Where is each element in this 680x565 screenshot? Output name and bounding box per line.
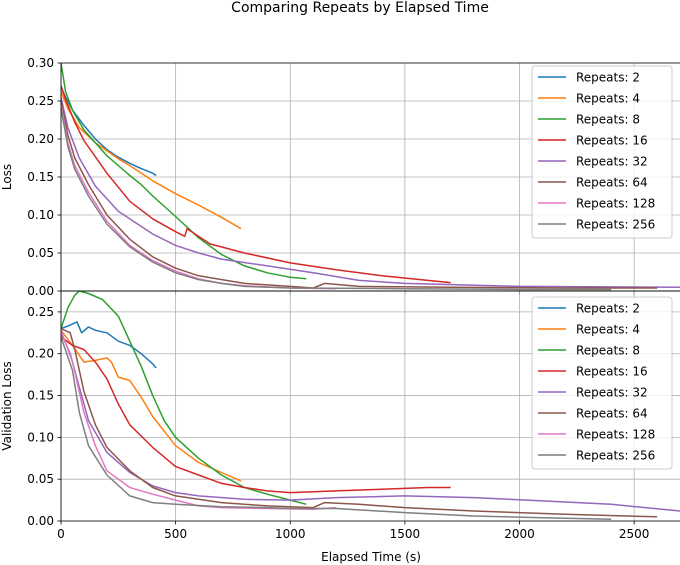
- x-tick-label: 2000: [504, 527, 535, 541]
- series-line-repeats-16: [61, 85, 451, 284]
- y-tick-label: 0.20: [27, 132, 54, 146]
- x-tick-label: 1500: [390, 527, 421, 541]
- x-tick-label: 2500: [619, 527, 650, 541]
- legend-label-repeats-128: Repeats: 128: [576, 197, 655, 211]
- y-tick-label: 0.10: [27, 208, 54, 222]
- series-lines: [61, 63, 680, 291]
- series-line-repeats-2: [61, 321, 157, 369]
- legend-label-repeats-4: Repeats: 4: [576, 323, 640, 337]
- y-tick-label: 0.20: [27, 347, 54, 361]
- legend-label-repeats-16: Repeats: 16: [576, 134, 648, 148]
- y-tick-label: 0.25: [27, 305, 54, 319]
- y-tick-label: 0.25: [27, 94, 54, 108]
- legend-label-repeats-8: Repeats: 8: [576, 344, 640, 358]
- series-line-repeats-32: [61, 97, 680, 288]
- legend-label-repeats-256: Repeats: 256: [576, 218, 655, 232]
- series-lines: [61, 291, 680, 521]
- series-line-repeats-4: [61, 329, 242, 482]
- legend-label-repeats-64: Repeats: 64: [576, 407, 648, 421]
- y-tick-label: 0.30: [27, 56, 54, 70]
- series-line-repeats-128: [61, 330, 337, 511]
- y-tick-label: 0.05: [27, 246, 54, 260]
- y-tick-label: 0.05: [27, 472, 54, 486]
- loss-panel: 0.00 0.05 0.10 0.15 0.20 0.25 0.30 Loss Repeats:…: [0, 56, 680, 298]
- figure-title: Comparing Repeats by Elapsed Time: [231, 0, 489, 16]
- series-line-repeats-8: [61, 63, 307, 280]
- y-tick-label: 0.15: [27, 389, 54, 403]
- legend-box: [531, 296, 673, 470]
- legend-label-repeats-256: Repeats: 256: [576, 449, 655, 463]
- y-axis-label: Loss: [0, 164, 14, 190]
- legend-label-repeats-4: Repeats: 4: [576, 92, 640, 106]
- y-axis-label: Validation Loss: [0, 361, 14, 450]
- x-tick-label: 1000: [275, 527, 306, 541]
- series-line-repeats-256: [61, 336, 612, 521]
- y-tick-label: 0.00: [27, 284, 54, 298]
- legend: Repeats: 2 Repeats: 4 Repeats: 8 Repeats: 1…: [531, 65, 673, 239]
- series-line-repeats-64: [61, 327, 658, 518]
- y-tick-label: 0.15: [27, 170, 54, 184]
- x-tick-label: 500: [164, 527, 187, 541]
- y-tick-label: 0.10: [27, 430, 54, 444]
- legend-label-repeats-16: Repeats: 16: [576, 365, 648, 379]
- legend-label-repeats-2: Repeats: 2: [576, 71, 640, 85]
- validation-loss-panel: 0.00 0.05 0.10 0.15 0.20 0.25 0 500 1000 1500 2000…: [0, 290, 680, 541]
- legend-label-repeats-32: Repeats: 32: [576, 386, 648, 400]
- legend-label-repeats-64: Repeats: 64: [576, 176, 648, 190]
- legend-label-repeats-8: Repeats: 8: [576, 113, 640, 127]
- series-line-repeats-32: [61, 332, 680, 512]
- legend-label-repeats-2: Repeats: 2: [576, 302, 640, 316]
- x-tick-label: 0: [57, 527, 65, 541]
- legend-label-repeats-32: Repeats: 32: [576, 155, 648, 169]
- x-axis-label: Elapsed Time (s): [321, 550, 421, 564]
- series-line-repeats-64: [61, 100, 658, 289]
- y-tick-label: 0.00: [27, 514, 54, 528]
- legend-box: [531, 65, 673, 239]
- series-line-repeats-256: [61, 108, 612, 291]
- series-line-repeats-16: [61, 336, 451, 494]
- legend: Repeats: 2 Repeats: 4 Repeats: 8 Repeats: 1…: [531, 296, 673, 470]
- legend-label-repeats-128: Repeats: 128: [576, 428, 655, 442]
- series-line-repeats-4: [61, 91, 242, 230]
